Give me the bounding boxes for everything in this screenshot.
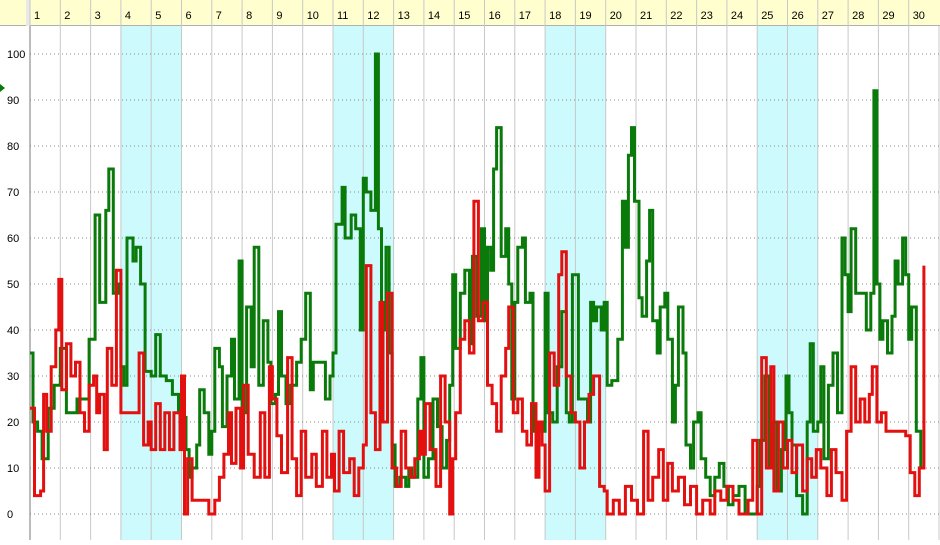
series-line-green bbox=[30, 52, 923, 516]
day-tick-label: 21 bbox=[640, 10, 652, 22]
y-tick-label: 80 bbox=[7, 141, 19, 153]
y-tick-label: 10 bbox=[7, 463, 19, 475]
day-tick-label: 23 bbox=[701, 10, 713, 22]
day-tick-label: 7 bbox=[216, 10, 222, 22]
day-tick-label: 29 bbox=[882, 10, 894, 22]
day-tick-label: 4 bbox=[125, 10, 131, 22]
y-tick-label: 0 bbox=[7, 509, 13, 521]
highlight-column-day-11 bbox=[333, 26, 364, 540]
day-tick-label: 2 bbox=[64, 10, 70, 22]
series-line-red bbox=[30, 199, 926, 516]
day-tick-label: 5 bbox=[155, 10, 161, 22]
day-tick-label: 11 bbox=[337, 10, 348, 22]
day-tick-label: 22 bbox=[670, 10, 682, 22]
day-tick-label: 30 bbox=[913, 10, 925, 22]
day-tick-label: 15 bbox=[458, 10, 470, 22]
y-tick-label: 100 bbox=[7, 49, 25, 61]
y-tick-label: 30 bbox=[7, 371, 19, 383]
series-layer bbox=[30, 52, 926, 516]
day-tick-label: 13 bbox=[398, 10, 410, 22]
day-tick-label: 10 bbox=[307, 10, 319, 22]
left-edge-marker-layer bbox=[0, 84, 5, 92]
highlight-column-day-5 bbox=[151, 26, 182, 540]
day-tick-label: 24 bbox=[731, 10, 743, 22]
y-tick-label: 20 bbox=[7, 417, 19, 429]
day-tick-label: 17 bbox=[519, 10, 531, 22]
day-tick-label: 25 bbox=[761, 10, 773, 22]
day-tick-label: 18 bbox=[549, 10, 561, 22]
y-tick-label: 70 bbox=[7, 187, 19, 199]
y-axis-panel bbox=[0, 0, 30, 540]
y-tick-label: 90 bbox=[7, 95, 19, 107]
left-edge-marker bbox=[0, 84, 5, 92]
header-corner bbox=[26, 0, 30, 26]
header-background bbox=[0, 0, 940, 26]
day-tick-label: 20 bbox=[610, 10, 622, 22]
day-tick-label: 14 bbox=[428, 10, 440, 22]
y-tick-label: 40 bbox=[7, 325, 19, 337]
y-tick-label: 60 bbox=[7, 233, 19, 245]
day-tick-label: 12 bbox=[367, 10, 379, 22]
day-tick-label: 27 bbox=[822, 10, 834, 22]
day-header-strip: 1 2 3 4 5 6 7 8 9 10 11 12 13 14 15 16 17 18 19 20 21 22 23 24 2… bbox=[0, 0, 940, 26]
day-tick-label: 16 bbox=[489, 10, 501, 22]
day-tick-label: 28 bbox=[852, 10, 864, 22]
day-tick-label: 1 bbox=[34, 10, 40, 22]
y-axis: 0 10 20 30 40 50 60 70 80 90 100 bbox=[7, 49, 25, 521]
day-tick-label: 8 bbox=[246, 10, 252, 22]
day-tick-label: 26 bbox=[792, 10, 804, 22]
day-tick-label: 6 bbox=[186, 10, 192, 22]
y-tick-label: 50 bbox=[7, 279, 19, 291]
day-tick-label: 19 bbox=[579, 10, 591, 22]
highlight-column-day-4 bbox=[120, 26, 152, 540]
day-tick-label: 3 bbox=[95, 10, 101, 22]
day-tick-label: 9 bbox=[276, 10, 282, 22]
